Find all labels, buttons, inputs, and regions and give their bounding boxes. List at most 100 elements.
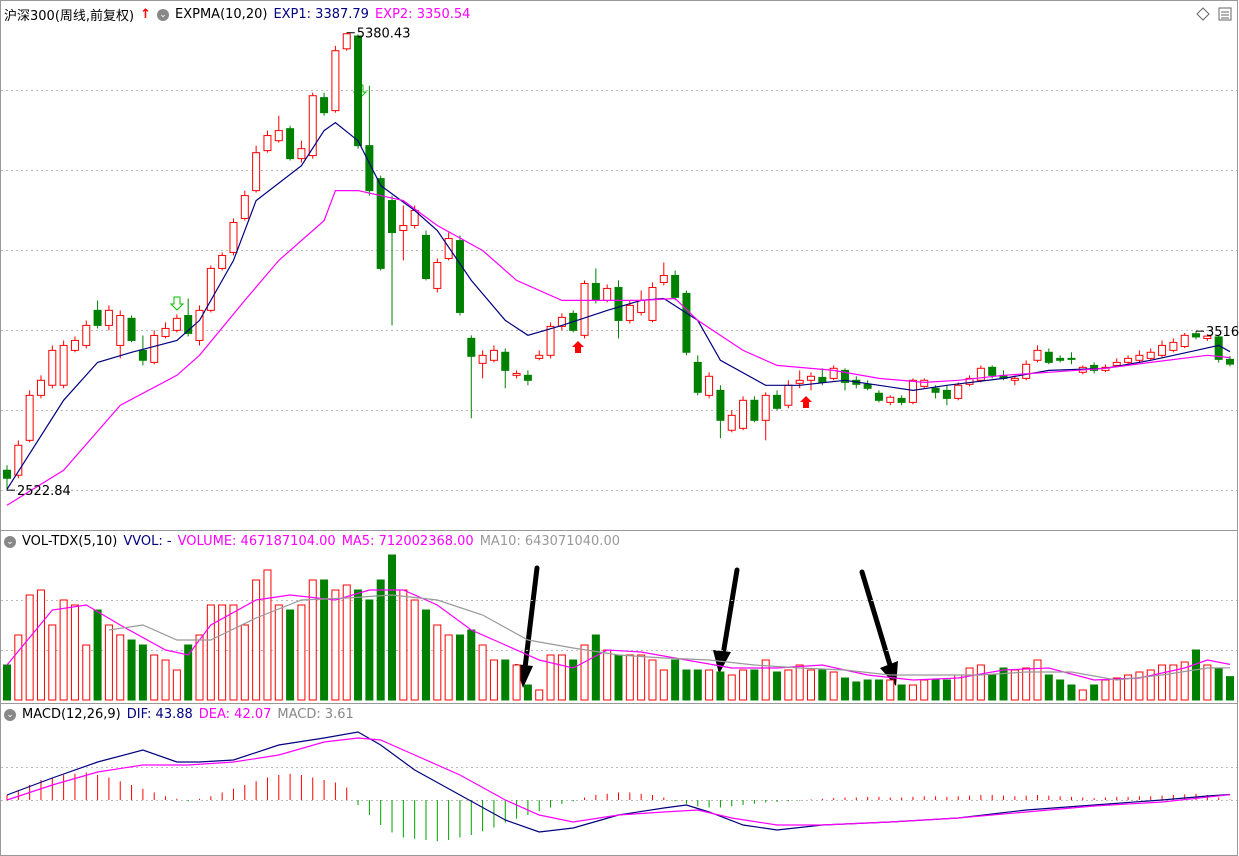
candle-body: [433, 261, 442, 289]
candle-body: [795, 379, 804, 384]
volume-bar: [603, 649, 612, 701]
volume-bar: [82, 644, 91, 701]
candle-body: [1022, 363, 1031, 379]
candle-body: [1067, 357, 1076, 360]
volume-bar: [512, 664, 521, 701]
candle-body: [48, 349, 57, 386]
candle-body: [82, 324, 91, 346]
candle-body: [1158, 344, 1167, 356]
volume-bar: [625, 654, 634, 701]
candle-body: [286, 128, 295, 160]
candle-body: [36, 379, 45, 396]
candle-body: [320, 97, 329, 114]
volume-bar: [897, 684, 906, 701]
candle-body: [614, 286, 623, 321]
indicator-name: MACD(12,26,9): [22, 707, 121, 722]
indicator-line: [6, 737, 1231, 826]
candle-body: [908, 379, 917, 403]
volume-bar: [840, 677, 849, 701]
volume-bar: [829, 671, 838, 701]
candle-body: [1146, 351, 1155, 359]
candle-body: [501, 351, 510, 371]
volume-bar: [954, 674, 963, 701]
candle-body: [206, 267, 215, 311]
candle-body: [1112, 361, 1121, 366]
volume-bar: [48, 624, 57, 701]
volume-bar: [693, 669, 702, 701]
menu-icon[interactable]: ⌄: [4, 708, 16, 721]
candle-body: [920, 379, 929, 387]
volume-bar: [388, 554, 397, 701]
candle-body: [886, 396, 895, 403]
volume-bar: [501, 659, 510, 701]
volume-bar: [93, 609, 102, 701]
volume-bar: [161, 659, 170, 701]
annotation-label: 5380.43: [357, 27, 411, 42]
candle-body: [773, 394, 782, 409]
volume-bar: [1033, 659, 1042, 701]
volume-bar: [750, 669, 759, 701]
candle-body: [218, 254, 227, 269]
candle-body: [331, 50, 340, 112]
candle-body: [354, 35, 363, 147]
candle-body: [659, 274, 668, 284]
volume-bar: [1078, 689, 1087, 701]
chart-title: 沪深300(周线,前复权): [4, 9, 135, 24]
candle-body: [388, 200, 397, 234]
volume-bar: [659, 669, 668, 701]
volume-bar: [863, 679, 872, 701]
menu-icon[interactable]: ⌄: [4, 535, 16, 548]
indicator-line: [6, 121, 1231, 490]
volume-bar: [421, 609, 430, 701]
volume-bar: [546, 654, 555, 701]
volume-bar: [1022, 667, 1031, 701]
candle-body: [523, 374, 532, 381]
candle-body: [954, 384, 963, 399]
candle-body: [116, 314, 125, 346]
volume-bar: [1203, 664, 1212, 701]
volume-bar: [1067, 684, 1076, 701]
volume-bar: [523, 684, 532, 701]
candle-body: [1010, 377, 1019, 381]
candle-body: [1044, 351, 1053, 363]
volume-bar: [263, 569, 272, 701]
annotation-label: 3516: [1206, 325, 1239, 340]
candle-body: [308, 95, 317, 157]
candle-body: [874, 392, 883, 401]
candle-body: [25, 394, 34, 441]
candle-body: [240, 195, 249, 219]
up-icon: ↑: [140, 7, 151, 22]
legend-entry: MACD: 3.61: [277, 707, 354, 722]
volume-bar: [818, 669, 827, 701]
candle-body: [161, 327, 170, 337]
candle-body: [671, 274, 680, 298]
candle-body: [761, 394, 770, 421]
volume-bar: [965, 667, 974, 701]
candle-body: [807, 375, 816, 381]
candle-body: [421, 234, 430, 280]
volume-bar: [1112, 677, 1121, 701]
candle-body: [931, 387, 940, 393]
volume-bar: [252, 579, 261, 701]
candle-body: [467, 337, 476, 357]
volume-bar: [535, 689, 544, 701]
candle-body: [1090, 364, 1099, 371]
menu-icon[interactable]: ⌄: [157, 8, 169, 21]
candle-body: [376, 178, 385, 269]
volume-bar: [331, 589, 340, 701]
volume-bar: [682, 669, 691, 701]
volume-bar: [671, 659, 680, 701]
volume-bar: [195, 634, 204, 701]
candle-body: [478, 354, 487, 364]
window-icons[interactable]: [1196, 7, 1232, 21]
volume-bar: [1010, 669, 1019, 701]
indicator-line: [6, 731, 1231, 833]
volume-bar: [874, 679, 883, 701]
candle-body: [229, 221, 238, 253]
candle-body: [988, 366, 997, 376]
candle-body: [365, 145, 374, 192]
volume-bar: [444, 634, 453, 701]
candle-body: [70, 339, 79, 351]
candle-body: [1056, 357, 1065, 361]
legend-entry: EXP2: 3350.54: [374, 7, 471, 22]
